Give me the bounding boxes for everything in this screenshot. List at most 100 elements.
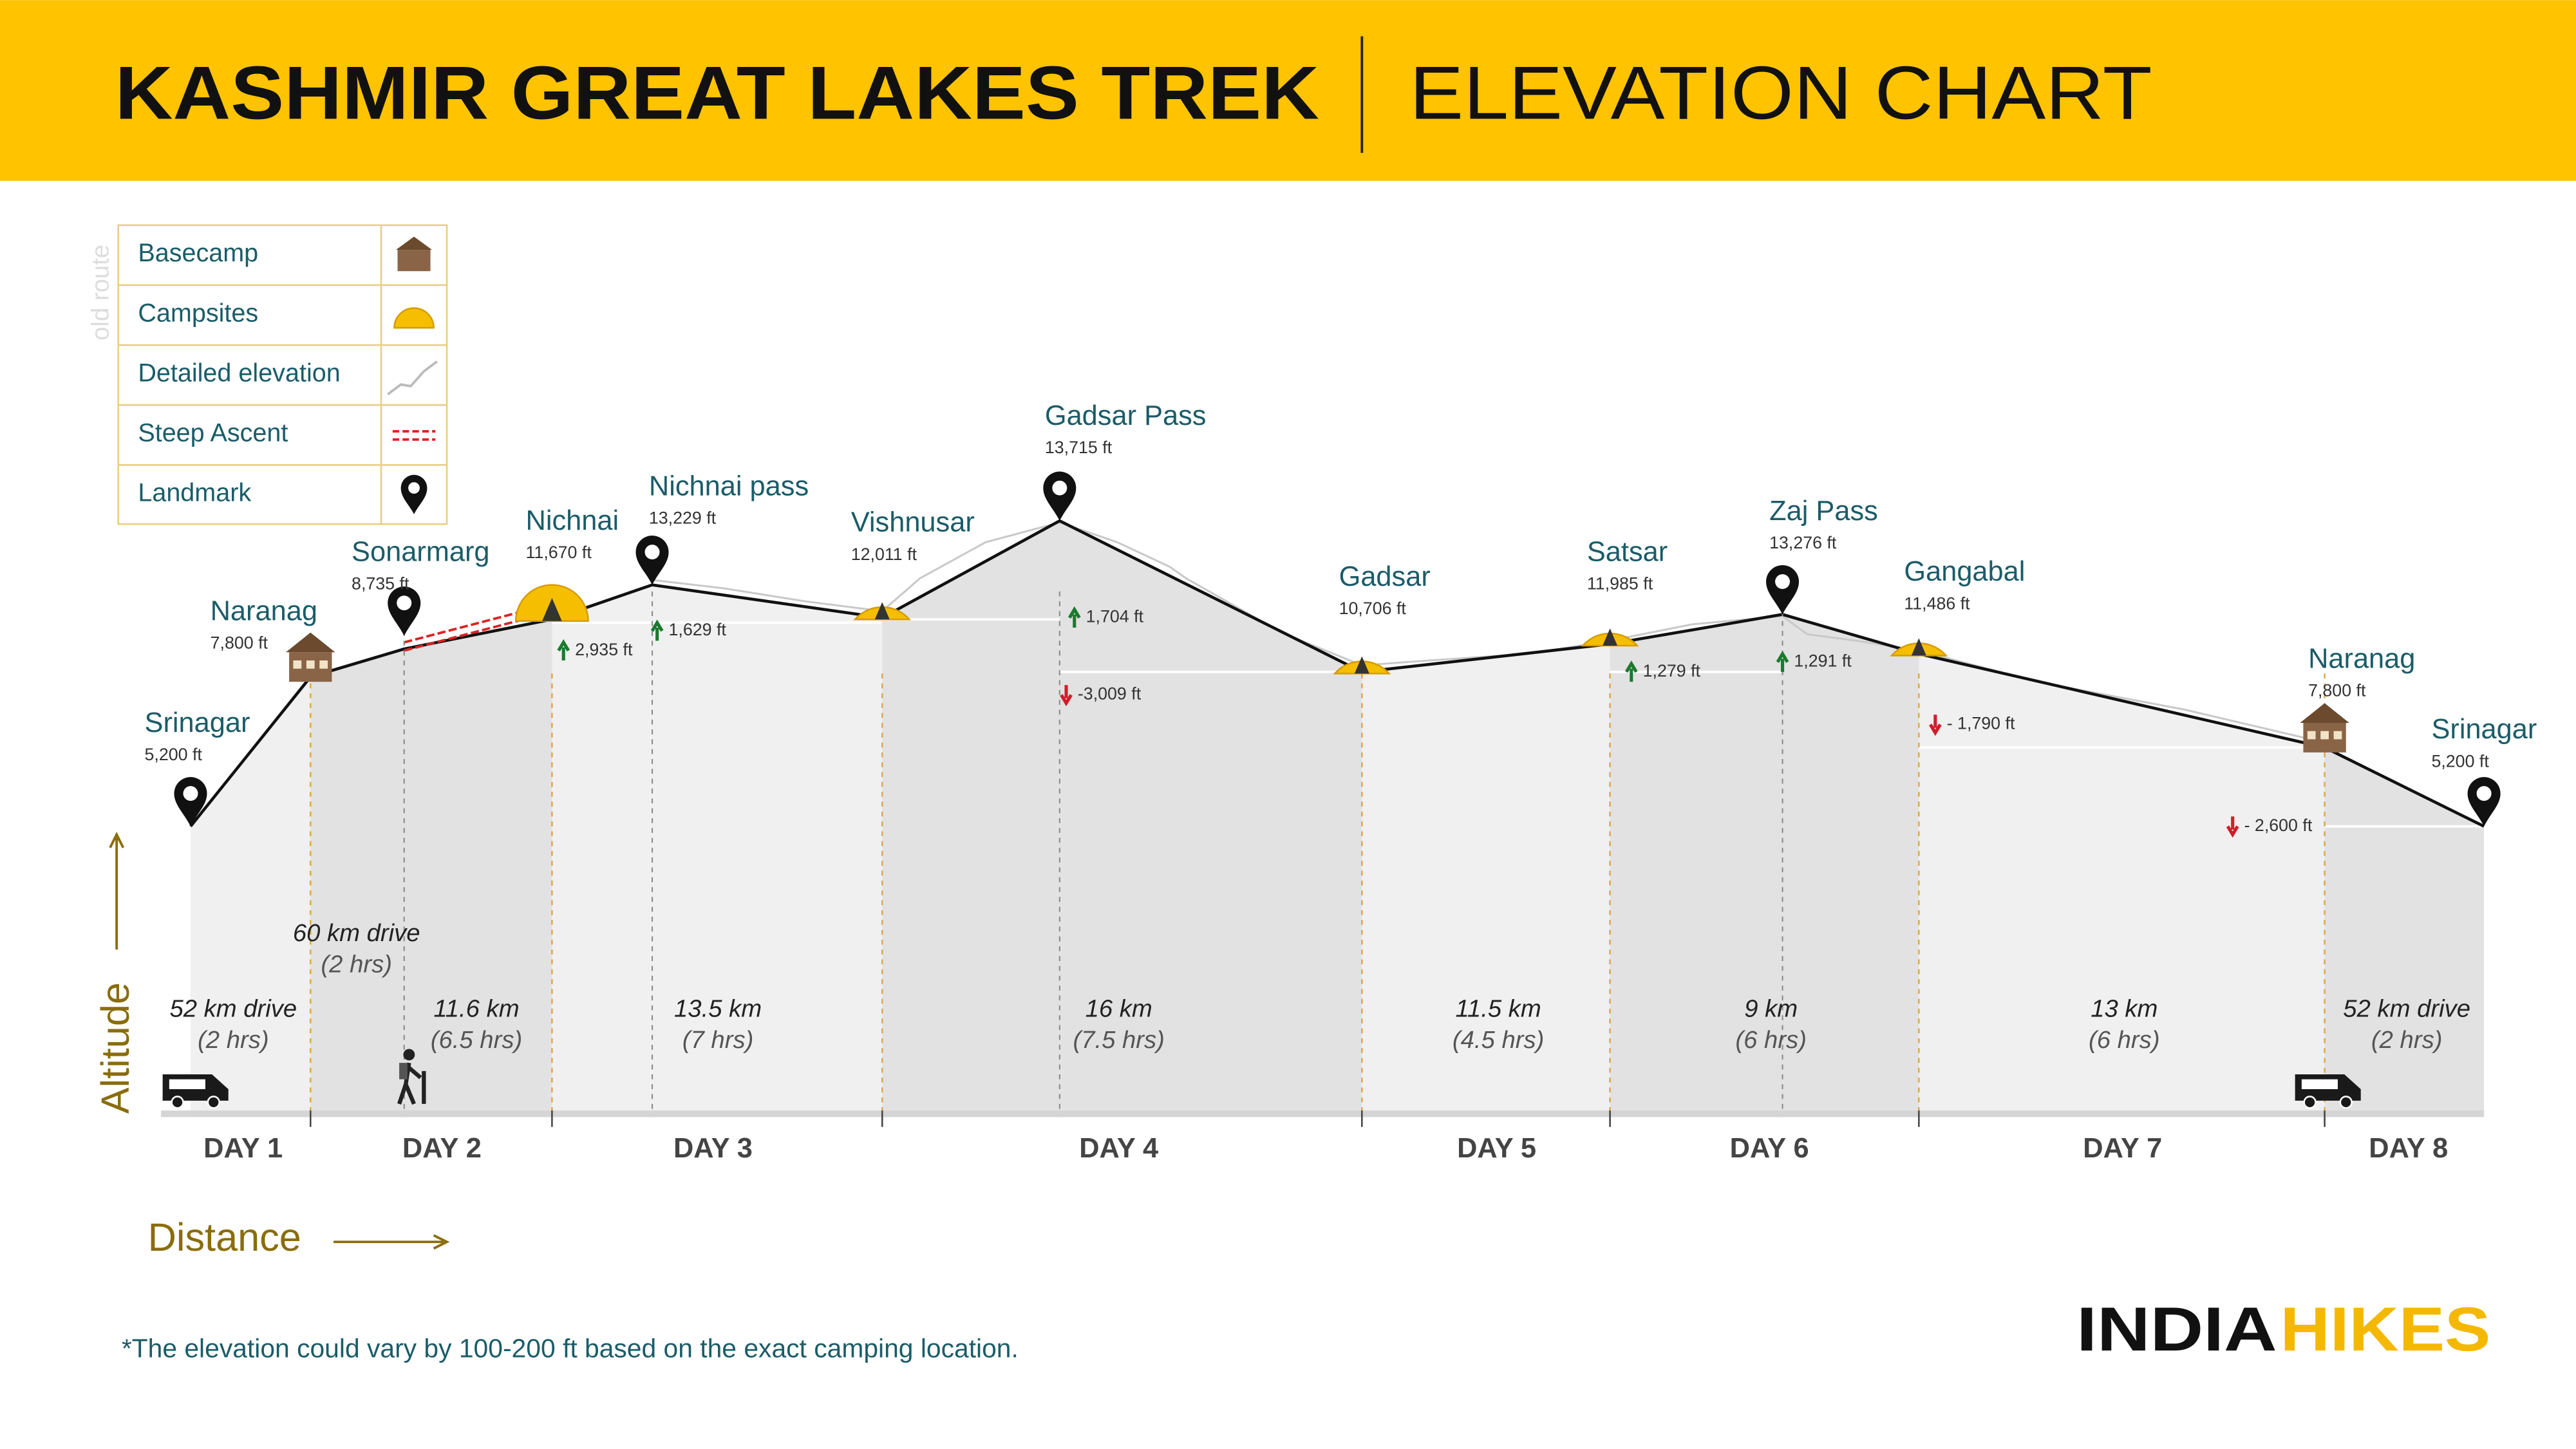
y-axis-label: Altitude xyxy=(93,982,137,1114)
vehicle-wheel xyxy=(207,1096,220,1109)
change-arrow xyxy=(1624,660,1638,682)
change-label: 1,291 ft xyxy=(1794,651,1852,671)
old-route-label: old route xyxy=(86,245,114,341)
legend-campsite-icon xyxy=(393,307,435,329)
point-elevation: 8,735 ft xyxy=(352,574,409,594)
footnote: *The elevation could vary by 100-200 ft … xyxy=(122,1333,1019,1363)
change-label: 1,704 ft xyxy=(1086,607,1144,626)
landmark-dot xyxy=(1052,480,1067,496)
title: KASHMIR GREAT LAKES TREK xyxy=(115,50,1319,135)
point-name: Zaj Pass xyxy=(1769,496,1878,527)
hiker-icon xyxy=(397,1062,426,1105)
campsite-door xyxy=(1911,638,1926,656)
point-name: Satsar xyxy=(1587,537,1668,568)
legend-label: Steep Ascent xyxy=(138,419,288,447)
segment-time: (4.5 hrs) xyxy=(1453,1026,1544,1054)
point-name: Sonarmarg xyxy=(352,537,490,568)
ground xyxy=(161,1110,2485,1117)
basecamp-window xyxy=(306,660,315,669)
point-name: Srinagar xyxy=(145,707,250,738)
segment-time: (7 hrs) xyxy=(682,1026,754,1054)
landmark-icon xyxy=(1766,565,1800,615)
segment-distance: 60 km drive xyxy=(293,919,420,947)
campsite-door xyxy=(542,598,562,621)
change-label: 1,629 ft xyxy=(669,620,727,639)
day-label: DAY 5 xyxy=(1457,1133,1536,1164)
segment-time: (6 hrs) xyxy=(2089,1026,2160,1054)
point-name: Naranag xyxy=(211,595,317,626)
legend-box xyxy=(117,224,448,525)
legend: Basecamp Campsites Detailed elevation Steep… xyxy=(117,224,448,525)
point-elevation: 11,985 ft xyxy=(1587,574,1653,594)
change-arrow xyxy=(2226,816,2239,838)
legend-basecamp-icon xyxy=(397,250,431,272)
segment-time: (2 hrs) xyxy=(321,951,392,978)
basecamp-window xyxy=(2333,731,2342,740)
point-elevation: 7,800 ft xyxy=(211,633,268,653)
landmark-icon xyxy=(1043,471,1076,521)
day-label: DAY 1 xyxy=(203,1133,283,1164)
hiker-head xyxy=(403,1049,415,1061)
x-axis-label: Distance xyxy=(148,1215,301,1259)
vehicle-window xyxy=(169,1079,205,1089)
landmark-dot xyxy=(183,786,198,801)
point-name: Srinagar xyxy=(2431,714,2537,745)
change-arrow xyxy=(1060,685,1073,707)
point-name: Vishnusar xyxy=(851,507,975,538)
day-label: DAY 4 xyxy=(1079,1133,1158,1164)
logo-india: INDIA xyxy=(2076,1294,2277,1364)
day-label: DAY 3 xyxy=(673,1133,753,1164)
legend-elevation-icon xyxy=(387,360,438,396)
day-label: DAY 6 xyxy=(1730,1133,1809,1164)
point-name: Naranag xyxy=(2308,643,2415,674)
landmark-icon xyxy=(2467,777,2501,827)
point-elevation: 11,486 ft xyxy=(1904,594,1970,613)
segment-time: (6 hrs) xyxy=(1735,1026,1807,1054)
segment-time: (7.5 hrs) xyxy=(1073,1026,1164,1054)
legend-label: Detailed elevation xyxy=(138,359,340,387)
legend-label: Landmark xyxy=(138,479,251,507)
day-label: DAY 2 xyxy=(402,1133,482,1164)
logo-hikes: HIKES xyxy=(2280,1294,2491,1364)
legend-basecamp-roof xyxy=(395,236,433,250)
change-arrow xyxy=(1929,715,1942,736)
landmark-icon xyxy=(388,586,421,636)
legend-label: Basecamp xyxy=(138,239,258,267)
change-arrow xyxy=(1776,650,1789,672)
landmark-dot xyxy=(2476,786,2492,801)
change-label: - 1,790 ft xyxy=(1947,714,2015,733)
basecamp-roof xyxy=(2300,703,2349,723)
campsite-door xyxy=(874,602,890,620)
point-elevation: 13,229 ft xyxy=(649,509,717,528)
basecamp-window xyxy=(2307,731,2316,740)
change-arrow xyxy=(1067,606,1081,628)
point-name: Nichnai pass xyxy=(649,471,809,502)
segment-distance: 13.5 km xyxy=(674,995,762,1023)
change-arrow xyxy=(650,619,664,641)
segment-time: (2 hrs) xyxy=(198,1026,269,1054)
hiker-pack xyxy=(399,1063,408,1080)
vehicle-wheel xyxy=(171,1096,184,1109)
point-name: Gadsar Pass xyxy=(1045,400,1207,431)
point-elevation: 12,011 ft xyxy=(851,545,917,564)
segment-time: (2 hrs) xyxy=(2371,1026,2443,1054)
landmark-icon xyxy=(174,777,207,827)
profile: Srinagar 5,200 ft Naranag 7,800 ft Sonarmarg… xyxy=(145,400,2537,1164)
legend-label: Campsites xyxy=(138,299,258,327)
landmark-dot xyxy=(644,545,660,560)
change-label: 1,279 ft xyxy=(1643,661,1701,680)
landmark-dot xyxy=(397,595,412,611)
segment-distance: 52 km drive xyxy=(169,995,297,1023)
basecamp-window xyxy=(319,660,328,669)
change-label: 2,935 ft xyxy=(575,640,633,659)
point-elevation: 13,715 ft xyxy=(1045,438,1113,457)
segment-distance: 11.5 km xyxy=(1455,995,1541,1023)
segment-distance: 13 km xyxy=(2091,995,2158,1023)
basecamp-window xyxy=(2320,731,2329,740)
campsite-door xyxy=(1603,628,1618,646)
point-name: Gadsar xyxy=(1339,561,1431,592)
basecamp-window xyxy=(293,660,302,669)
point-elevation: 5,200 ft xyxy=(2431,751,2489,771)
point-elevation: 5,200 ft xyxy=(145,745,203,764)
